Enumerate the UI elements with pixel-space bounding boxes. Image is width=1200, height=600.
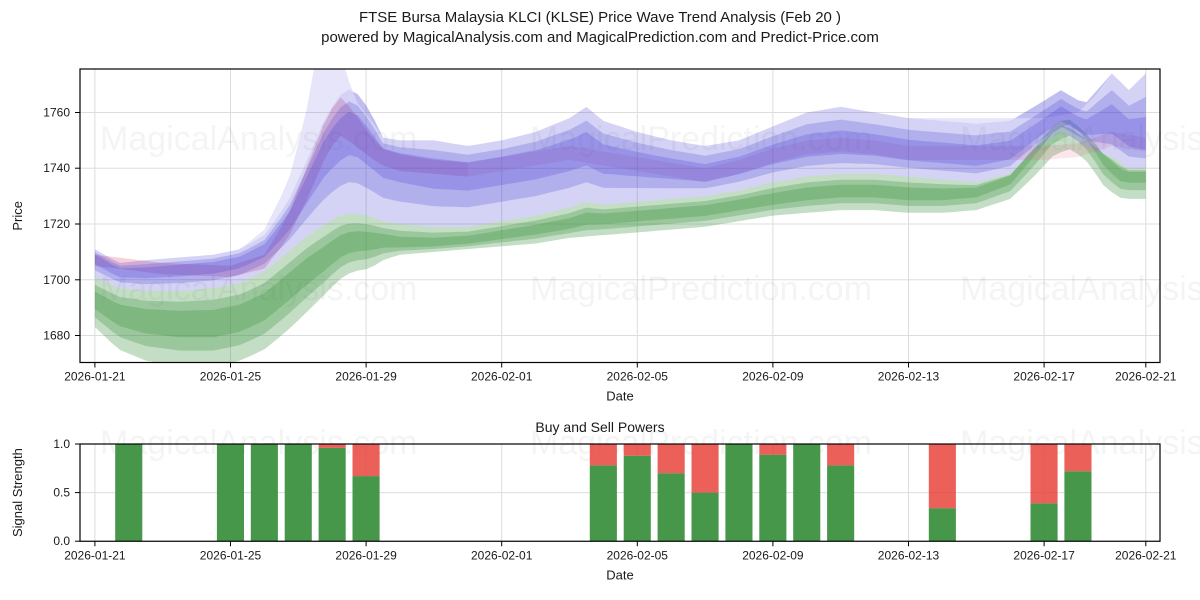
svg-text:2026-01-25: 2026-01-25 xyxy=(200,370,262,384)
svg-text:2026-01-29: 2026-01-29 xyxy=(335,548,397,562)
svg-text:1740: 1740 xyxy=(43,161,70,175)
svg-text:2026-01-25: 2026-01-25 xyxy=(200,548,262,562)
svg-text:2026-02-21: 2026-02-21 xyxy=(1115,548,1177,562)
svg-text:1700: 1700 xyxy=(43,273,70,287)
svg-text:Price: Price xyxy=(10,201,25,231)
svg-text:2026-02-17: 2026-02-17 xyxy=(1013,370,1075,384)
svg-text:1760: 1760 xyxy=(43,106,70,120)
svg-text:2026-02-05: 2026-02-05 xyxy=(607,370,669,384)
svg-text:1680: 1680 xyxy=(43,329,70,343)
svg-text:Date: Date xyxy=(606,389,633,404)
svg-text:2026-02-21: 2026-02-21 xyxy=(1115,370,1177,384)
svg-text:2026-02-09: 2026-02-09 xyxy=(742,370,804,384)
svg-text:0.5: 0.5 xyxy=(53,486,70,500)
svg-text:2026-02-13: 2026-02-13 xyxy=(878,548,940,562)
svg-text:2026-01-29: 2026-01-29 xyxy=(335,370,397,384)
svg-text:2026-02-05: 2026-02-05 xyxy=(607,548,669,562)
svg-text:2026-02-01: 2026-02-01 xyxy=(471,370,533,384)
svg-text:1.0: 1.0 xyxy=(53,437,70,451)
svg-text:2026-01-21: 2026-01-21 xyxy=(64,370,126,384)
svg-text:0.0: 0.0 xyxy=(53,534,70,548)
svg-text:2026-02-13: 2026-02-13 xyxy=(878,370,940,384)
svg-text:MagicalAnalysis.com: MagicalAnalysis.com xyxy=(960,270,1200,308)
svg-text:Signal Strength: Signal Strength xyxy=(10,448,25,537)
svg-text:MagicalPrediction.com: MagicalPrediction.com xyxy=(530,270,872,308)
svg-text:2026-01-21: 2026-01-21 xyxy=(64,548,126,562)
svg-text:1720: 1720 xyxy=(43,217,70,231)
svg-text:2026-02-09: 2026-02-09 xyxy=(742,548,804,562)
svg-text:2026-02-17: 2026-02-17 xyxy=(1013,548,1075,562)
svg-text:powered by MagicalAnalysis.com: powered by MagicalAnalysis.com and Magic… xyxy=(321,29,879,46)
svg-text:Buy and Sell Powers: Buy and Sell Powers xyxy=(535,419,664,435)
svg-text:Date: Date xyxy=(606,567,633,582)
svg-text:FTSE Bursa Malaysia KLCI (KLSE: FTSE Bursa Malaysia KLCI (KLSE) Price Wa… xyxy=(359,9,841,26)
svg-text:2026-02-01: 2026-02-01 xyxy=(471,548,533,562)
